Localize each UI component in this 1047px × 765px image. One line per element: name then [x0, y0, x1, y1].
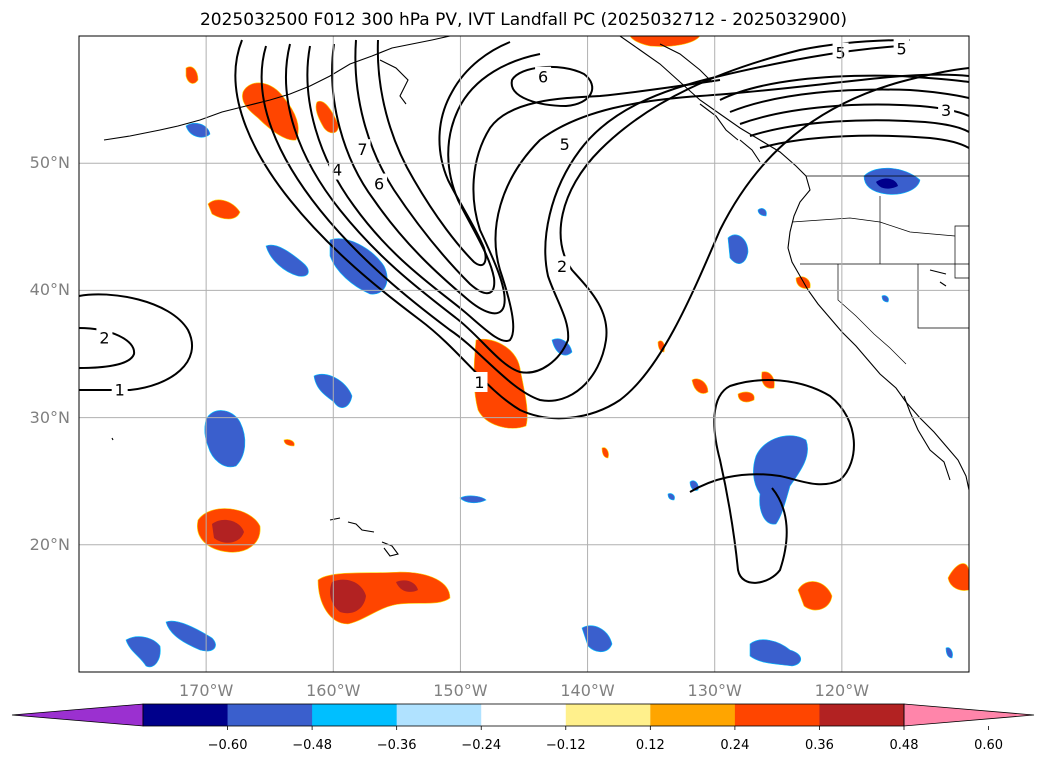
- longitude-tick-label: 140°W: [560, 681, 615, 700]
- contour-label: 1: [115, 381, 125, 400]
- longitude-tick-label: 120°W: [814, 681, 870, 700]
- colorbar-tick-label: −0.36: [376, 738, 417, 753]
- colorbar-min-extend: [11, 703, 144, 727]
- negative-anomaly: [757, 208, 767, 217]
- contour-label-background: [535, 66, 552, 87]
- negative-anomaly: [876, 178, 898, 189]
- colorbar-tick-label: 0.48: [889, 738, 919, 753]
- colorbar-segment: [734, 704, 820, 726]
- colorbar-tick-label: 0.24: [720, 738, 750, 753]
- contour-label-background: [938, 99, 955, 120]
- colorbar-segment: [565, 704, 651, 726]
- map-background: [79, 36, 969, 672]
- contour-label-background: [554, 256, 571, 277]
- positive-anomaly: [947, 563, 969, 591]
- colorbar-tick-label: −0.24: [461, 738, 502, 753]
- colorbar-tick-label: −0.60: [207, 738, 248, 753]
- colorbar-tick-label: −0.48: [292, 738, 333, 753]
- positive-anomaly: [691, 378, 709, 394]
- positive-anomaly: [207, 199, 241, 220]
- positive-anomaly: [283, 439, 295, 447]
- colorbar-segment: [396, 704, 482, 726]
- positive-anomaly: [212, 519, 244, 543]
- contour-label: 4: [332, 161, 342, 180]
- contour-label-background: [556, 134, 573, 155]
- negative-anomaly: [185, 122, 211, 138]
- latitude-tick-label: 30°N: [29, 407, 70, 427]
- colorbar-segment: [650, 704, 736, 726]
- colorbar-tick-label: −0.12: [545, 738, 586, 753]
- contour-label-background: [471, 371, 488, 392]
- negative-anomaly: [667, 493, 675, 501]
- political-boundaries: [791, 175, 969, 365]
- latitude-tick-label: 50°N: [29, 153, 70, 173]
- colorbar-segment: [143, 704, 229, 726]
- negative-anomaly: [749, 639, 802, 667]
- longitude-tick-label: 170°W: [178, 681, 234, 700]
- colorbar-tick-label: 0.60: [974, 738, 1004, 753]
- colorbar-tick-label: 0.12: [635, 738, 665, 753]
- colorbar-segment: [481, 704, 567, 726]
- colorbar-segment: [819, 704, 905, 726]
- contour-label: 6: [538, 68, 548, 87]
- negative-anomaly: [753, 435, 808, 525]
- contour-label: 5: [835, 44, 845, 63]
- positive-anomaly: [797, 581, 833, 611]
- negative-anomaly: [945, 647, 953, 659]
- contour-label: 2: [99, 328, 109, 347]
- colorbar-frame: [142, 703, 905, 727]
- negative-anomaly: [165, 620, 216, 652]
- contour-label: 1: [474, 373, 484, 392]
- positive-anomaly: [330, 579, 366, 614]
- positive-anomaly: [601, 447, 609, 459]
- map-title: 2025032500 F012 300 hPa PV, IVT Landfall…: [199, 10, 847, 30]
- colorbar-tick-label: 0.36: [804, 738, 834, 753]
- contour-label: 6: [374, 175, 384, 194]
- colorbar: [11, 703, 1035, 730]
- latitude-tick-label: 40°N: [29, 280, 70, 300]
- contour-label: 3: [941, 101, 951, 120]
- colorbar-segment: [312, 704, 398, 726]
- positive-anomaly: [185, 66, 199, 84]
- colorbar-segment: [227, 704, 313, 726]
- contour-label-background: [832, 42, 849, 63]
- longitude-tick-label: 160°W: [306, 681, 361, 700]
- positive-anomaly: [737, 391, 755, 403]
- positive-anomaly: [396, 580, 418, 592]
- gridlines: [79, 36, 969, 672]
- positive-anomaly: [315, 100, 339, 134]
- contour-label-background: [111, 379, 128, 400]
- longitude-tick-label: 130°W: [687, 681, 742, 700]
- colorbar-max-extend: [903, 703, 1035, 727]
- longitude-tick-label: 150°W: [433, 681, 488, 700]
- contour-label-background: [96, 327, 113, 348]
- negative-anomaly: [329, 238, 388, 295]
- negative-anomaly: [727, 234, 749, 264]
- contour-label: 7: [357, 140, 367, 159]
- coastlines: [103, 36, 969, 557]
- contour-label: 5: [897, 40, 907, 59]
- negative-anomaly: [125, 636, 161, 668]
- contour-label: 2: [557, 257, 567, 276]
- negative-anomaly: [881, 295, 889, 303]
- contour-label-background: [893, 38, 910, 59]
- contour-label: 5: [560, 135, 570, 154]
- positive-anomaly: [629, 36, 701, 47]
- negative-anomaly: [204, 410, 246, 468]
- positive-anomaly: [242, 82, 299, 141]
- map-frame: [78, 35, 970, 673]
- negative-anomaly: [581, 625, 613, 653]
- negative-anomaly: [265, 244, 309, 277]
- negative-anomaly: [459, 495, 487, 504]
- contour-label-background: [371, 173, 388, 194]
- contour-label-background: [354, 139, 371, 160]
- contour-lines: [79, 39, 969, 584]
- latitude-tick-label: 20°N: [29, 534, 70, 554]
